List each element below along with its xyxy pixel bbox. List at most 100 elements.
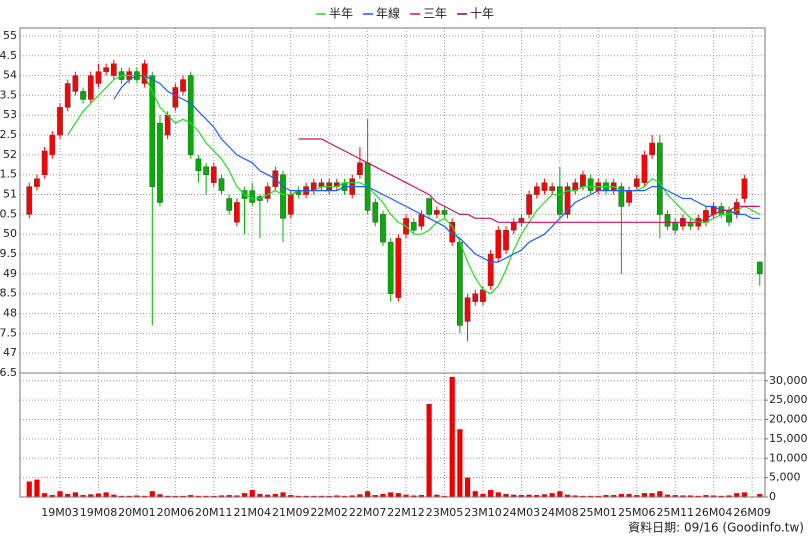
candle-body xyxy=(426,198,432,215)
candle-body xyxy=(487,253,494,287)
candle-body xyxy=(264,186,271,199)
candle-body xyxy=(756,261,763,275)
candle-body xyxy=(380,214,386,243)
ma-line xyxy=(67,75,761,295)
volume-bar xyxy=(395,493,401,497)
volume-bar xyxy=(534,495,540,497)
volume-bar xyxy=(95,493,102,497)
volume-bar xyxy=(711,495,717,497)
x-tick-label: 22M07 xyxy=(349,506,387,519)
volume-bar xyxy=(611,495,617,497)
candle-body xyxy=(64,83,71,108)
volume-bar xyxy=(418,495,425,497)
y-tick-label: 49 xyxy=(3,267,17,280)
volume-bar xyxy=(449,376,455,497)
candle-body xyxy=(95,71,102,84)
y-tick-label: 3.5 xyxy=(0,88,17,101)
volume-bar xyxy=(226,495,232,497)
volume-bar xyxy=(203,495,209,497)
candle-body xyxy=(418,214,425,227)
candle-body xyxy=(387,241,394,294)
volume-bar xyxy=(157,494,163,497)
volume-bar xyxy=(311,495,317,497)
candle-body xyxy=(249,190,256,203)
x-tick-label: 19M03 xyxy=(41,506,79,519)
volume-bar xyxy=(211,495,217,497)
volume-bar xyxy=(564,494,571,497)
candle-body xyxy=(49,134,56,156)
candle-body xyxy=(533,186,540,195)
volume-bar xyxy=(326,495,332,497)
candle-body xyxy=(557,186,563,215)
volume-bar xyxy=(288,495,294,497)
candle-body xyxy=(187,75,194,156)
y2-tick-label: 30,000 xyxy=(769,374,808,387)
volume-bar xyxy=(241,493,248,497)
candle-body xyxy=(41,150,48,175)
candle-body xyxy=(357,162,363,175)
candle-body xyxy=(549,186,556,191)
volume-bar xyxy=(249,490,255,497)
volume-bar xyxy=(672,495,678,497)
y-tick-label: 50 xyxy=(3,227,17,240)
volume-bar xyxy=(165,495,171,497)
volume-bar xyxy=(172,495,178,497)
y-tick-label: 47 xyxy=(3,346,17,359)
volume-bar xyxy=(734,493,740,497)
candle-body xyxy=(687,222,694,227)
ma-line xyxy=(113,75,760,263)
candle-body xyxy=(87,75,94,100)
volume-bar xyxy=(441,495,448,497)
volume-bar xyxy=(42,493,48,497)
volume-bar xyxy=(272,493,278,497)
candle-body xyxy=(149,75,156,187)
volume-bar xyxy=(149,491,155,497)
volume-bar xyxy=(88,494,94,497)
legend-label: 三年 xyxy=(423,7,447,21)
volume-bar xyxy=(457,429,463,497)
volume-bar xyxy=(588,495,594,497)
volume-bar xyxy=(257,493,263,497)
x-tick-label: 20M06 xyxy=(157,506,195,519)
candle-body xyxy=(203,166,209,175)
x-tick-label: 22M12 xyxy=(387,506,425,519)
y-tick-label: 4.5 xyxy=(0,49,17,62)
candle-body xyxy=(664,214,671,227)
x-tick-label: 22M02 xyxy=(310,506,348,519)
candle-body xyxy=(741,178,748,199)
y-tick-label: 8.5 xyxy=(0,287,17,300)
candle-body xyxy=(110,63,117,76)
y-tick-label: 2.5 xyxy=(0,128,17,141)
legend-label: 年線 xyxy=(376,6,400,21)
candle-body xyxy=(372,202,379,223)
y2-tick-label: 0 xyxy=(769,490,776,503)
volume-bar xyxy=(357,494,363,497)
x-tick-label: 26M09 xyxy=(733,506,771,519)
candle-body xyxy=(234,202,240,223)
candle-body xyxy=(503,229,509,251)
volume-bar xyxy=(126,495,132,497)
footer: 資料日期: 09/16 (Goodinfo.tw) xyxy=(628,521,804,535)
volume-bar xyxy=(218,495,225,497)
candle-body xyxy=(641,154,648,183)
volume-bar xyxy=(65,493,71,497)
volume-bar xyxy=(503,493,509,497)
volume-bar xyxy=(365,491,371,497)
candle-body xyxy=(480,289,486,302)
volume-bar xyxy=(334,495,340,497)
volume-bar xyxy=(34,479,40,497)
volume-bar xyxy=(511,494,517,497)
volume-bar xyxy=(618,493,624,497)
candle-body xyxy=(703,210,709,223)
volume-bar xyxy=(541,494,548,497)
volume-bar xyxy=(695,495,701,497)
candle-body xyxy=(395,237,402,298)
candle-body xyxy=(564,186,571,215)
x-tick-label: 24M08 xyxy=(541,506,579,519)
y-tick-label: 1.5 xyxy=(0,168,17,181)
volume-bar xyxy=(557,491,563,497)
volume-bar xyxy=(580,495,586,497)
y-tick-label: 51 xyxy=(3,188,17,201)
candle-body xyxy=(733,202,740,215)
volume-bar xyxy=(141,495,148,497)
